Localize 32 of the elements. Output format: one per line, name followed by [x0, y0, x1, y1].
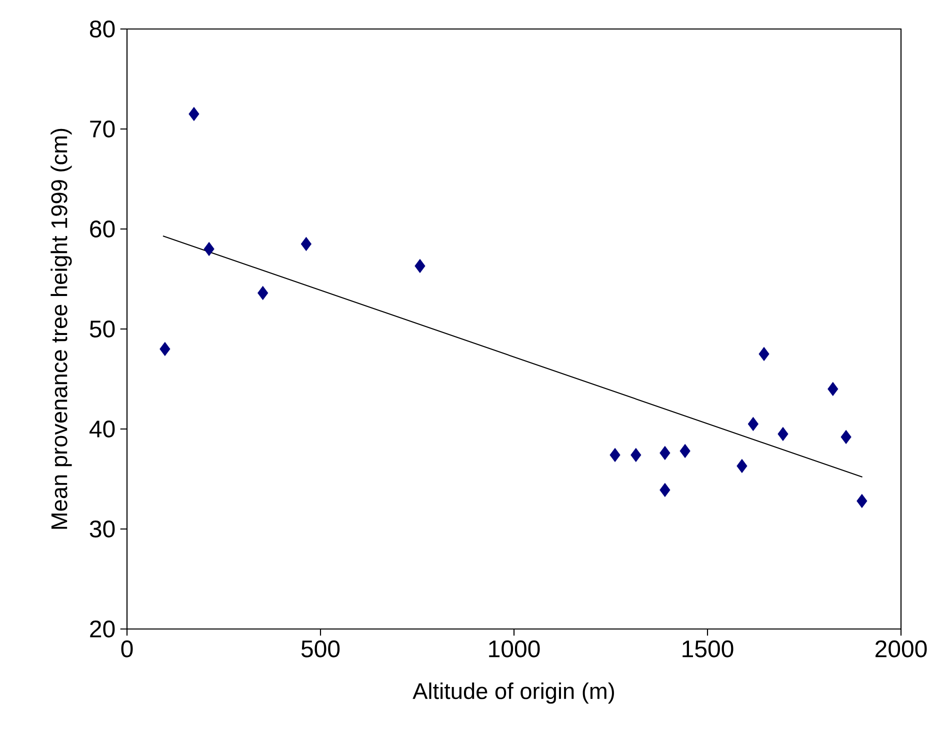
point — [856, 494, 868, 508]
point — [758, 347, 770, 361]
y-tick-label: 70 — [90, 120, 115, 138]
point — [748, 417, 758, 431]
x-axis-title: Altitude of origin (m) — [412, 682, 614, 704]
point — [680, 444, 690, 458]
point — [258, 286, 268, 300]
x-tick-label: 0 — [121, 640, 133, 658]
x-tick-label: 2000 — [876, 640, 927, 658]
point — [736, 459, 748, 473]
point — [840, 430, 852, 444]
point — [610, 448, 620, 462]
point — [778, 427, 788, 441]
y-tick-label: 30 — [90, 520, 115, 538]
y-tick-label: 80 — [90, 20, 115, 38]
x-tick-label: 1000 — [489, 640, 540, 658]
y-tick-label: 60 — [90, 220, 115, 238]
point — [660, 446, 670, 460]
y-axis-title: Mean provenance tree height 1999 (cm) — [50, 128, 72, 529]
x-tick-label: 500 — [301, 640, 340, 658]
point — [188, 107, 200, 121]
point — [828, 382, 838, 396]
point — [630, 448, 642, 462]
y-tick-label: 40 — [89, 420, 115, 438]
y-tick-label: 20 — [90, 620, 115, 638]
point — [160, 342, 170, 356]
y-tick-label: 50 — [90, 320, 115, 338]
point — [414, 259, 426, 273]
x-tick-label: 1500 — [682, 640, 734, 658]
point — [660, 483, 670, 497]
point — [204, 242, 214, 256]
point — [300, 237, 312, 251]
